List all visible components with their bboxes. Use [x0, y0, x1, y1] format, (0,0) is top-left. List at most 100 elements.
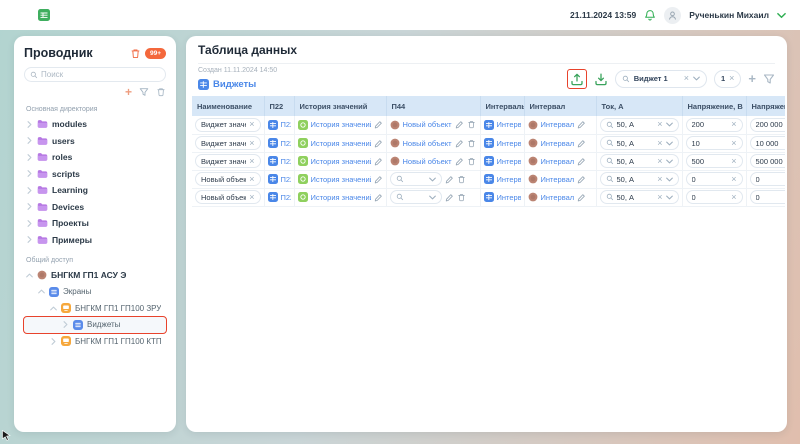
- sidebar-search[interactable]: [24, 67, 166, 82]
- clear-icon[interactable]: ×: [731, 137, 737, 148]
- sidebar-item-projects[interactable]: Проекты: [24, 215, 166, 232]
- edit-icon[interactable]: [577, 175, 586, 184]
- clear-icon[interactable]: ×: [731, 191, 737, 202]
- current-select[interactable]: 50, А ×: [599, 136, 679, 150]
- user-name[interactable]: Рученькин Михаил: [689, 10, 769, 20]
- interval-link[interactable]: Интервал: [540, 138, 575, 148]
- chevron-right-icon[interactable]: [26, 220, 33, 227]
- voltage2-input[interactable]: 0: [749, 190, 785, 204]
- sidebar-item-learning[interactable]: Learning: [24, 182, 166, 199]
- chevron-down-icon[interactable]: [666, 176, 673, 183]
- intervals-link[interactable]: Интервалы: [496, 120, 521, 130]
- chevron-right-icon[interactable]: [26, 170, 33, 177]
- intervals-link[interactable]: Интервалы: [496, 138, 521, 148]
- chevron-down-icon[interactable]: [666, 158, 673, 165]
- edit-icon[interactable]: [374, 193, 383, 202]
- trash-icon[interactable]: [457, 193, 466, 202]
- chevron-down-icon[interactable]: [666, 121, 673, 128]
- voltage-input[interactable]: 10 ×: [685, 136, 743, 150]
- chevron-down-icon[interactable]: [666, 194, 673, 201]
- chevron-right-icon[interactable]: [26, 203, 33, 210]
- chevron-right-icon[interactable]: [26, 154, 33, 161]
- clear-icon[interactable]: ×: [657, 119, 663, 130]
- p22-link[interactable]: П22: [280, 192, 291, 202]
- p22-link[interactable]: П22: [280, 174, 291, 184]
- voltage-input[interactable]: 0 ×: [685, 172, 743, 186]
- intervals-link[interactable]: Интервалы: [496, 174, 521, 184]
- clear-icon[interactable]: ×: [657, 137, 663, 148]
- history-link[interactable]: История значений: [310, 156, 371, 166]
- trash-icon[interactable]: [467, 139, 476, 148]
- edit-icon[interactable]: [374, 139, 383, 148]
- sidebar-item-widgets[interactable]: Виджеты: [23, 315, 167, 334]
- sidebar-item-users[interactable]: users: [24, 133, 166, 150]
- voltage-input[interactable]: 0 ×: [685, 190, 743, 204]
- history-link[interactable]: История значений: [310, 138, 371, 148]
- clear-icon[interactable]: ×: [249, 191, 255, 202]
- interval-link[interactable]: Интервал: [540, 156, 575, 166]
- trash-icon[interactable]: [467, 120, 476, 129]
- sidebar-item-roles[interactable]: roles: [24, 149, 166, 166]
- tab-widgets[interactable]: Виджеты: [198, 79, 567, 90]
- voltage2-input[interactable]: 500 000: [749, 154, 785, 168]
- voltage-input[interactable]: 200 ×: [685, 117, 743, 132]
- p22-link[interactable]: П22: [280, 120, 291, 130]
- object-select-empty[interactable]: [389, 190, 442, 204]
- edit-icon[interactable]: [577, 139, 586, 148]
- edit-icon[interactable]: [577, 193, 586, 202]
- intervals-link[interactable]: Интервалы: [496, 156, 521, 166]
- chevron-up-icon[interactable]: [50, 305, 57, 312]
- edit-icon[interactable]: [577, 120, 586, 129]
- p22-link[interactable]: П22: [280, 156, 291, 166]
- edit-icon[interactable]: [455, 139, 464, 148]
- history-link[interactable]: История значений: [310, 192, 371, 202]
- edit-icon[interactable]: [455, 120, 464, 129]
- bell-icon[interactable]: [644, 9, 656, 21]
- clear-icon[interactable]: ×: [731, 155, 737, 166]
- current-select[interactable]: 50, А ×: [599, 172, 679, 186]
- sidebar-item-modules[interactable]: modules: [24, 116, 166, 133]
- chevron-right-icon[interactable]: [26, 236, 33, 243]
- trash-icon[interactable]: [467, 157, 476, 166]
- chevron-down-icon[interactable]: [666, 140, 673, 147]
- avatar[interactable]: [664, 6, 682, 24]
- current-select[interactable]: 50, А ×: [599, 190, 679, 204]
- voltage2-input[interactable]: 10 000: [749, 136, 785, 150]
- name-input[interactable]: Виджет значение×: [195, 154, 261, 168]
- clear-icon[interactable]: ×: [657, 173, 663, 184]
- interval-link[interactable]: Интервал: [540, 174, 575, 184]
- add-row-icon[interactable]: +: [748, 71, 756, 86]
- clear-icon[interactable]: ×: [683, 73, 689, 83]
- clear-icon[interactable]: ×: [249, 173, 255, 184]
- voltage-input[interactable]: 500 ×: [685, 154, 743, 168]
- interval-link[interactable]: Интервал: [540, 120, 575, 130]
- object-link[interactable]: Новый объект: [402, 120, 452, 130]
- name-input[interactable]: Новый объект ×: [195, 190, 261, 204]
- intervals-link[interactable]: Интервалы: [496, 192, 521, 202]
- filter-icon[interactable]: [763, 73, 775, 85]
- clear-icon[interactable]: ×: [731, 173, 737, 184]
- sidebar-search-input[interactable]: [41, 70, 160, 79]
- current-select[interactable]: 50, А ×: [599, 117, 679, 132]
- sidebar-item-ktp[interactable]: БНГКМ ГП1 ГП100 КТП: [24, 333, 166, 350]
- chevron-right-icon[interactable]: [26, 137, 33, 144]
- table-search[interactable]: ×: [614, 69, 707, 88]
- interval-link[interactable]: Интервал: [540, 192, 575, 202]
- chevron-down-icon[interactable]: [429, 176, 436, 183]
- edit-icon[interactable]: [445, 193, 454, 202]
- clear-icon[interactable]: ×: [657, 155, 663, 166]
- upload-icon[interactable]: [570, 72, 584, 86]
- trash-icon[interactable]: [457, 175, 466, 184]
- history-link[interactable]: История значений: [310, 174, 371, 184]
- name-input[interactable]: Виджет значение×: [195, 136, 261, 150]
- chevron-down-icon[interactable]: [693, 75, 700, 82]
- edit-icon[interactable]: [374, 120, 383, 129]
- clear-icon[interactable]: ×: [249, 137, 255, 148]
- clear-icon[interactable]: ×: [249, 119, 255, 130]
- edit-icon[interactable]: [577, 157, 586, 166]
- download-icon[interactable]: [594, 72, 608, 86]
- chevron-down-icon[interactable]: [429, 194, 436, 201]
- edit-icon[interactable]: [374, 175, 383, 184]
- trash-icon[interactable]: [156, 87, 166, 97]
- p22-link[interactable]: П22: [280, 138, 291, 148]
